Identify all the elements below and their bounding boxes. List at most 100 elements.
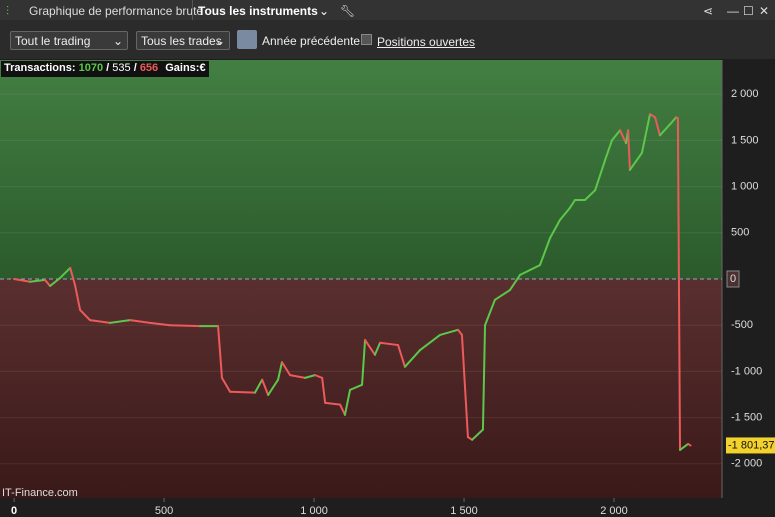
equity-segment (610, 129, 622, 142)
equity-segment (460, 333, 469, 439)
equity-segment (471, 428, 484, 441)
y-tick-label: -500 (731, 319, 753, 331)
equity-segment (148, 321, 172, 327)
dropdown-arrow[interactable]: ⌄ (319, 4, 330, 18)
equity-segment (109, 319, 132, 324)
checkbox[interactable] (361, 34, 372, 45)
equity-segment (253, 378, 264, 394)
equity-segment (687, 442, 692, 447)
equity-segment (403, 349, 421, 368)
total-count: 1070 (78, 62, 104, 74)
equity-segment (229, 390, 256, 394)
equity-segment (324, 401, 342, 406)
equity-segment (439, 328, 460, 336)
equity-segment (627, 129, 631, 171)
equity-segment (88, 319, 112, 324)
equity-segment (549, 218, 562, 239)
share-icon[interactable]: ⋖ (703, 4, 714, 18)
dropdown-arrow: ⌄ (112, 34, 123, 48)
equity-segment (349, 383, 364, 391)
scope-select[interactable]: Tout le trading ⌄ (10, 31, 128, 50)
winning-count: 535 (112, 62, 131, 74)
equity-segment (654, 116, 661, 137)
equity-segment (313, 374, 324, 379)
settings-icon[interactable]: 🔧︎ (340, 4, 356, 18)
minimize[interactable]: — (727, 4, 739, 18)
equity-segment (658, 123, 672, 137)
equity-segment (373, 341, 382, 356)
scope-text: Tout le trading (15, 34, 91, 48)
equity-segment (669, 116, 678, 126)
watermark: IT-Finance.com (2, 487, 78, 499)
open-positions-label[interactable]: Positions ouvertes (377, 35, 476, 49)
last-value-label: -1 801,37 (728, 439, 774, 451)
equity-segment (220, 376, 232, 393)
equity-segment (559, 206, 571, 221)
equity-segment (69, 266, 76, 287)
equity-segment (49, 277, 61, 287)
equity-segment (418, 333, 442, 352)
calendar-icon[interactable] (237, 30, 257, 49)
dropdown-arrow: ⌄ (214, 34, 225, 48)
window-title: Graphique de performance brute (29, 4, 204, 18)
equity-segment (261, 378, 270, 396)
equity-segment (640, 113, 652, 154)
y-tick-label: -2 000 (731, 458, 762, 470)
equity-segment (267, 378, 280, 396)
equity-segment (619, 129, 628, 145)
equity-segment (28, 278, 46, 283)
equity-segment (361, 338, 367, 386)
separator (192, 0, 193, 20)
y-tick-label: 1 000 (731, 181, 759, 193)
maximize[interactable]: ☐ (743, 4, 754, 18)
equity-segment (339, 403, 346, 416)
x-tick-label: 2 000 (600, 505, 628, 517)
equity-segment (508, 273, 522, 292)
equity-segment (568, 198, 577, 209)
app-icon: ⫶ (6, 4, 10, 18)
equity-segment (289, 374, 307, 379)
equity-segment (594, 159, 607, 192)
trades-select[interactable]: Tous les trades ⌄ (136, 31, 230, 50)
y-tick-label: 1 500 (731, 134, 759, 146)
equity-segment (217, 325, 223, 379)
equity-segment (457, 328, 463, 336)
y-tick-label: -1 000 (731, 365, 762, 377)
equity-segment (321, 376, 327, 404)
equity-segment (343, 388, 352, 416)
gains-label: Gains: (165, 62, 200, 74)
period-button[interactable]: Année précédente (262, 34, 361, 48)
equity-segment (628, 151, 643, 171)
equity-segment (519, 264, 541, 276)
x-tick-label: 500 (155, 505, 173, 517)
instrument-select[interactable]: Tous les instruments (198, 4, 318, 18)
equity-segment (484, 298, 496, 327)
y-tick-label: 2 000 (731, 88, 759, 100)
equity-segment (169, 324, 202, 328)
equity-segment (58, 266, 72, 280)
equity-segment (649, 113, 657, 119)
close[interactable]: ✕ (759, 4, 770, 18)
separator: / (133, 62, 137, 74)
equity-segment (364, 338, 376, 356)
zero-label-box (726, 270, 740, 288)
trades-text: Tous les trades (141, 34, 222, 48)
y-tick-label: 0 (730, 273, 736, 285)
title-bar: ⫶ Graphique de performance brute Tous le… (0, 0, 775, 20)
y-tick-label: 500 (731, 227, 749, 239)
equity-segment (73, 284, 82, 311)
equity-segment (538, 236, 552, 267)
transactions-label: Transactions: (4, 62, 76, 74)
x-tick-label: 1 000 (300, 505, 328, 517)
y-tick-label: -1 500 (731, 412, 762, 424)
equity-segment (79, 308, 91, 322)
x-tick-label: 0 (11, 505, 17, 517)
toolbar: Tout le trading ⌄ Tous les trades ⌄ Année … (0, 20, 775, 59)
equity-segment (277, 361, 283, 381)
equity-segment (129, 319, 151, 324)
equity-segment (583, 189, 597, 201)
equity-segment (379, 341, 400, 347)
equity-segment (13, 278, 31, 283)
equity-segment (397, 344, 406, 368)
